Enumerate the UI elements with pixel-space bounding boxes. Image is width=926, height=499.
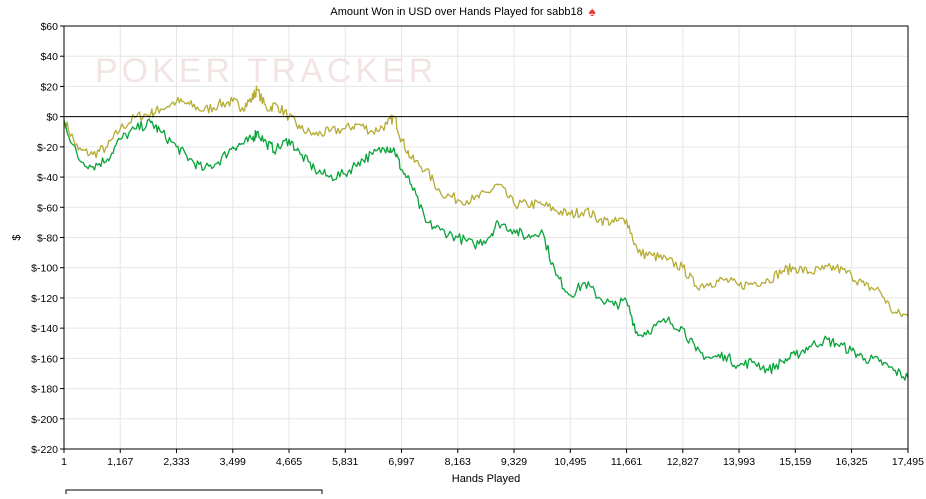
y-tick-label: $-160 <box>31 353 58 365</box>
plot-frame <box>63 25 909 450</box>
axes <box>63 25 909 450</box>
x-tick-label: 5,831 <box>332 456 358 468</box>
y-tick-label: $-40 <box>37 172 58 184</box>
watermark-text: POKER TRACKER <box>95 52 437 90</box>
x-tick-label: 10,495 <box>554 456 586 468</box>
y-tick-label: $0 <box>46 112 58 124</box>
x-tick-label: 3,499 <box>220 456 246 468</box>
y-tick-label: $-180 <box>31 384 58 396</box>
y-tick-label: $-100 <box>31 263 58 275</box>
y-tick-label: $-80 <box>37 233 58 245</box>
x-tick-label: 1,167 <box>107 456 133 468</box>
x-tick-label: 9,329 <box>501 456 527 468</box>
y-axis-label: $ <box>11 234 23 240</box>
chart-title: Amount Won in USD over Hands Played for … <box>330 6 583 18</box>
y-tick-label: $-140 <box>31 323 58 335</box>
y-tick-label: $20 <box>40 81 58 93</box>
x-tick-label: 13,993 <box>723 456 755 468</box>
x-tick-label: 4,665 <box>276 456 302 468</box>
x-tick-label: 12,827 <box>667 456 699 468</box>
series-line-1 <box>63 85 909 318</box>
series-line-2 <box>63 118 909 381</box>
y-tick-label: $-120 <box>31 293 58 305</box>
y-tick-label: $-60 <box>37 202 58 214</box>
y-tick-label: $-200 <box>31 414 58 426</box>
tick-labels: $60 $40 $20 $0 $-20 $-40 $-60 $-80 $-100 $-120 $-1… <box>31 21 924 468</box>
y-tick-label: $-20 <box>37 142 58 154</box>
x-tick-label: 8,163 <box>445 456 471 468</box>
x-tick-label: 1 <box>61 456 67 468</box>
y-tick-label: $40 <box>40 51 58 63</box>
x-tick-label: 6,997 <box>388 456 414 468</box>
x-tick-label: 2,333 <box>163 456 189 468</box>
x-tick-label: 15,159 <box>779 456 811 468</box>
x-tick-label: 17,495 <box>892 456 924 468</box>
series-layer <box>63 85 909 381</box>
x-tick-label: 16,325 <box>835 456 867 468</box>
x-axis-label: Hands Played <box>452 473 521 485</box>
grid <box>60 25 909 453</box>
chart-title-wrap: Amount Won in USD over Hands Played for … <box>0 4 926 19</box>
y-tick-label: $-220 <box>31 444 58 456</box>
watermark: POKER TRACKER <box>95 52 437 90</box>
spade-icon: ♠ <box>588 4 596 19</box>
y-tick-label: $60 <box>40 21 58 33</box>
legend-box <box>65 489 323 499</box>
x-tick-label: 11,661 <box>611 456 642 468</box>
